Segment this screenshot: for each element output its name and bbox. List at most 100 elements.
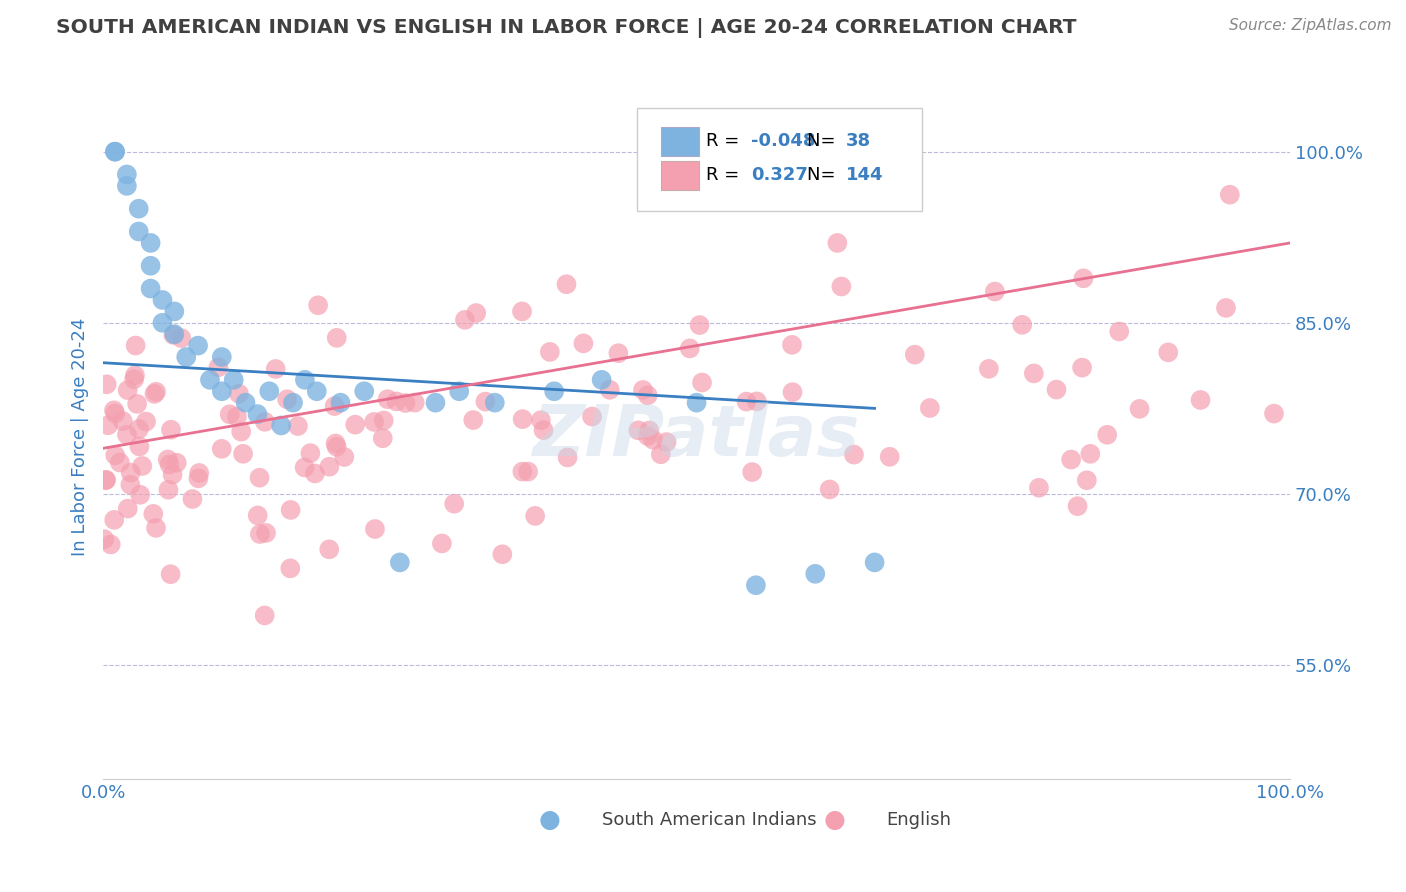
Point [198, 373, 221, 387]
Point [139, 235, 162, 250]
Point [97, 418, 120, 433]
Text: English: English [886, 811, 952, 830]
Point [363, 415, 385, 429]
Point [117, 383, 139, 397]
Point [222, 373, 245, 387]
Point [1045, 383, 1067, 397]
Point [122, 372, 145, 386]
Point [524, 508, 547, 523]
Point [325, 331, 347, 345]
Point [735, 394, 758, 409]
Point [96, 473, 118, 487]
Point [510, 304, 533, 318]
Point [1215, 301, 1237, 315]
Point [463, 413, 485, 427]
Text: N=: N= [807, 167, 841, 185]
Point [830, 279, 852, 293]
Text: SOUTH AMERICAN INDIAN VS ENGLISH IN LABOR FORCE | AGE 20-24 CORRELATION CHART: SOUTH AMERICAN INDIAN VS ENGLISH IN LABO… [56, 18, 1077, 37]
Point [294, 373, 316, 387]
Point [278, 561, 301, 575]
Point [253, 608, 276, 623]
Point [231, 425, 253, 439]
Point [120, 466, 142, 480]
Point [377, 392, 399, 407]
Point [108, 455, 131, 469]
Point [152, 316, 174, 330]
Point [591, 373, 613, 387]
Point [863, 555, 886, 569]
Point [187, 471, 209, 485]
Point [304, 467, 326, 481]
Point [156, 452, 179, 467]
Text: ●: ● [824, 808, 853, 832]
Point [294, 460, 316, 475]
Point [918, 401, 941, 415]
Point [228, 386, 250, 401]
Point [211, 442, 233, 456]
Point [254, 525, 277, 540]
FancyBboxPatch shape [661, 127, 699, 155]
Point [404, 395, 426, 409]
Point [225, 409, 247, 424]
Point [143, 387, 166, 401]
Point [491, 547, 513, 561]
Point [318, 459, 340, 474]
Point [1078, 447, 1101, 461]
Point [637, 388, 659, 402]
Point [152, 293, 174, 307]
Point [232, 447, 254, 461]
Point [394, 396, 416, 410]
Point [163, 327, 186, 342]
Point [449, 384, 471, 399]
Text: ZIPatlas: ZIPatlas [533, 402, 860, 471]
Point [454, 313, 477, 327]
Point [305, 384, 328, 399]
Point [299, 446, 322, 460]
Point [388, 555, 411, 569]
Point [430, 536, 453, 550]
Point [745, 394, 768, 409]
Point [104, 448, 127, 462]
Point [128, 440, 150, 454]
Point [188, 466, 211, 480]
Point [276, 392, 298, 407]
Point [323, 399, 346, 413]
Point [517, 465, 540, 479]
Point [145, 521, 167, 535]
Point [745, 578, 768, 592]
Point [538, 345, 561, 359]
Point [259, 384, 281, 399]
Point [115, 168, 138, 182]
Point [638, 424, 661, 438]
Point [264, 362, 287, 376]
Point [280, 503, 302, 517]
Point [135, 415, 157, 429]
Point [287, 419, 309, 434]
Point [425, 395, 447, 409]
Point [139, 259, 162, 273]
Point [211, 350, 233, 364]
Point [804, 566, 827, 581]
Point [530, 413, 553, 427]
Point [128, 422, 150, 436]
Text: Source: ZipAtlas.com: Source: ZipAtlas.com [1229, 18, 1392, 33]
Point [129, 488, 152, 502]
Point [117, 501, 139, 516]
Point [689, 318, 711, 332]
Point [128, 202, 150, 216]
Point [1076, 473, 1098, 487]
Point [207, 360, 229, 375]
Point [373, 413, 395, 427]
Point [512, 465, 534, 479]
Text: ●: ● [540, 808, 569, 832]
Point [1071, 360, 1094, 375]
Point [318, 542, 340, 557]
Point [127, 397, 149, 411]
Text: 0.327: 0.327 [751, 167, 808, 185]
Point [364, 522, 387, 536]
Point [270, 418, 292, 433]
Text: R =: R = [706, 167, 745, 185]
Point [641, 433, 664, 447]
Point [166, 456, 188, 470]
Point [1263, 407, 1285, 421]
